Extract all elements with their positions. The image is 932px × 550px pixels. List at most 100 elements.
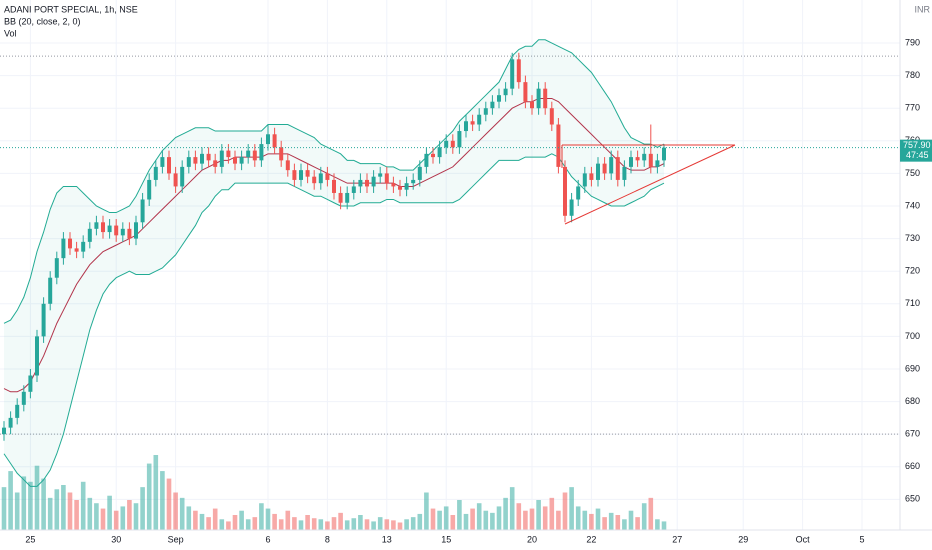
volume-label: Vol bbox=[4, 28, 17, 38]
volume-bar bbox=[61, 485, 66, 530]
candle-body bbox=[563, 166, 567, 216]
volume-bar bbox=[133, 503, 139, 530]
candle-body bbox=[582, 173, 587, 187]
volume-bar bbox=[186, 506, 192, 530]
candle-body bbox=[259, 144, 264, 161]
volume-bar bbox=[648, 497, 654, 530]
candle-body bbox=[351, 186, 356, 193]
volume-bar bbox=[410, 517, 416, 530]
candle-body bbox=[239, 157, 244, 164]
candle-body bbox=[437, 147, 442, 158]
volume-bar bbox=[549, 497, 555, 530]
volume-bar bbox=[351, 518, 357, 530]
volume-bar bbox=[212, 508, 218, 530]
candle-body bbox=[54, 258, 59, 278]
volume-bar bbox=[94, 503, 99, 530]
y-tick-label: 690 bbox=[905, 363, 920, 373]
volume-bar bbox=[239, 510, 244, 530]
candle-body bbox=[444, 140, 449, 148]
candle-body bbox=[404, 183, 409, 190]
candle-body bbox=[226, 150, 231, 158]
volume-bar bbox=[54, 489, 60, 530]
candle-body bbox=[411, 179, 416, 184]
volume-bar bbox=[153, 455, 159, 530]
y-tick-label: 750 bbox=[905, 168, 920, 178]
candle-body bbox=[219, 150, 224, 167]
volume-bar bbox=[80, 481, 86, 530]
candle-body bbox=[490, 101, 495, 109]
volume-bar bbox=[483, 510, 489, 530]
volume-bar bbox=[589, 513, 594, 530]
volume-bar bbox=[595, 508, 601, 530]
x-tick-label: 27 bbox=[672, 534, 682, 544]
volume-bar bbox=[127, 500, 132, 530]
candle-body bbox=[384, 173, 389, 184]
y-tick-label: 790 bbox=[905, 37, 920, 47]
candle-body bbox=[378, 173, 383, 177]
x-tick-label: 25 bbox=[25, 534, 35, 544]
candle-body bbox=[602, 163, 607, 174]
candle-body bbox=[503, 88, 508, 96]
volume-bar bbox=[160, 471, 165, 530]
candle-body bbox=[556, 124, 561, 167]
volume-bar bbox=[8, 471, 13, 530]
y-tick-label: 720 bbox=[905, 266, 920, 276]
volume-bar bbox=[232, 515, 238, 530]
candle-body bbox=[147, 179, 152, 200]
candle-body bbox=[596, 163, 600, 180]
volume-bar bbox=[146, 463, 152, 530]
volume-bar bbox=[331, 517, 337, 530]
candle-body bbox=[272, 134, 277, 148]
volume-bar bbox=[661, 521, 667, 530]
volume-bar bbox=[635, 517, 640, 530]
x-tick-label: Sep bbox=[168, 534, 184, 544]
candle-body bbox=[464, 121, 468, 132]
volume-bar bbox=[503, 497, 508, 530]
candle-body bbox=[450, 140, 455, 148]
indicator-label: BB (20, close, 2, 0) bbox=[4, 16, 81, 26]
candle-body bbox=[48, 277, 53, 304]
candle-body bbox=[345, 192, 350, 203]
volume-bar bbox=[371, 521, 376, 530]
candle-body bbox=[21, 391, 26, 405]
candle-body bbox=[101, 222, 105, 233]
candle-body bbox=[134, 222, 138, 239]
candle-body bbox=[180, 166, 185, 187]
candle-body bbox=[114, 225, 119, 236]
volume-bar bbox=[569, 487, 574, 530]
volume-bar bbox=[377, 517, 383, 530]
volume-bar bbox=[430, 508, 436, 530]
x-tick-label: 8 bbox=[325, 534, 330, 544]
candle-body bbox=[365, 179, 369, 187]
volume-bar bbox=[338, 512, 343, 530]
candle-body bbox=[325, 173, 330, 180]
volume-bar bbox=[404, 519, 409, 530]
candle-body bbox=[68, 238, 72, 249]
y-tick-label: 700 bbox=[905, 331, 920, 341]
volume-bar bbox=[463, 513, 469, 530]
volume-bar bbox=[364, 519, 370, 530]
last-price-box bbox=[900, 139, 932, 162]
x-tick-label: 13 bbox=[382, 534, 392, 544]
volume-bar bbox=[1, 487, 7, 530]
candle-body bbox=[629, 157, 633, 167]
x-tick-label: 29 bbox=[738, 534, 748, 544]
candle-body bbox=[391, 183, 396, 187]
volume-bar bbox=[14, 492, 20, 530]
grid bbox=[0, 0, 900, 530]
volume-bar bbox=[265, 508, 271, 530]
candle-body bbox=[266, 134, 270, 145]
candle-body bbox=[615, 157, 620, 180]
volume-bar bbox=[437, 510, 442, 530]
candle-body bbox=[41, 303, 46, 337]
candle-body bbox=[279, 147, 284, 161]
volume-bar bbox=[285, 510, 291, 530]
volume-bar bbox=[199, 513, 205, 530]
volume-bar bbox=[120, 506, 126, 530]
candle-body bbox=[477, 114, 482, 125]
bb-upper bbox=[3, 39, 665, 324]
volume-bar bbox=[417, 513, 423, 530]
candle-body bbox=[358, 179, 363, 187]
volume-bar bbox=[113, 510, 119, 530]
